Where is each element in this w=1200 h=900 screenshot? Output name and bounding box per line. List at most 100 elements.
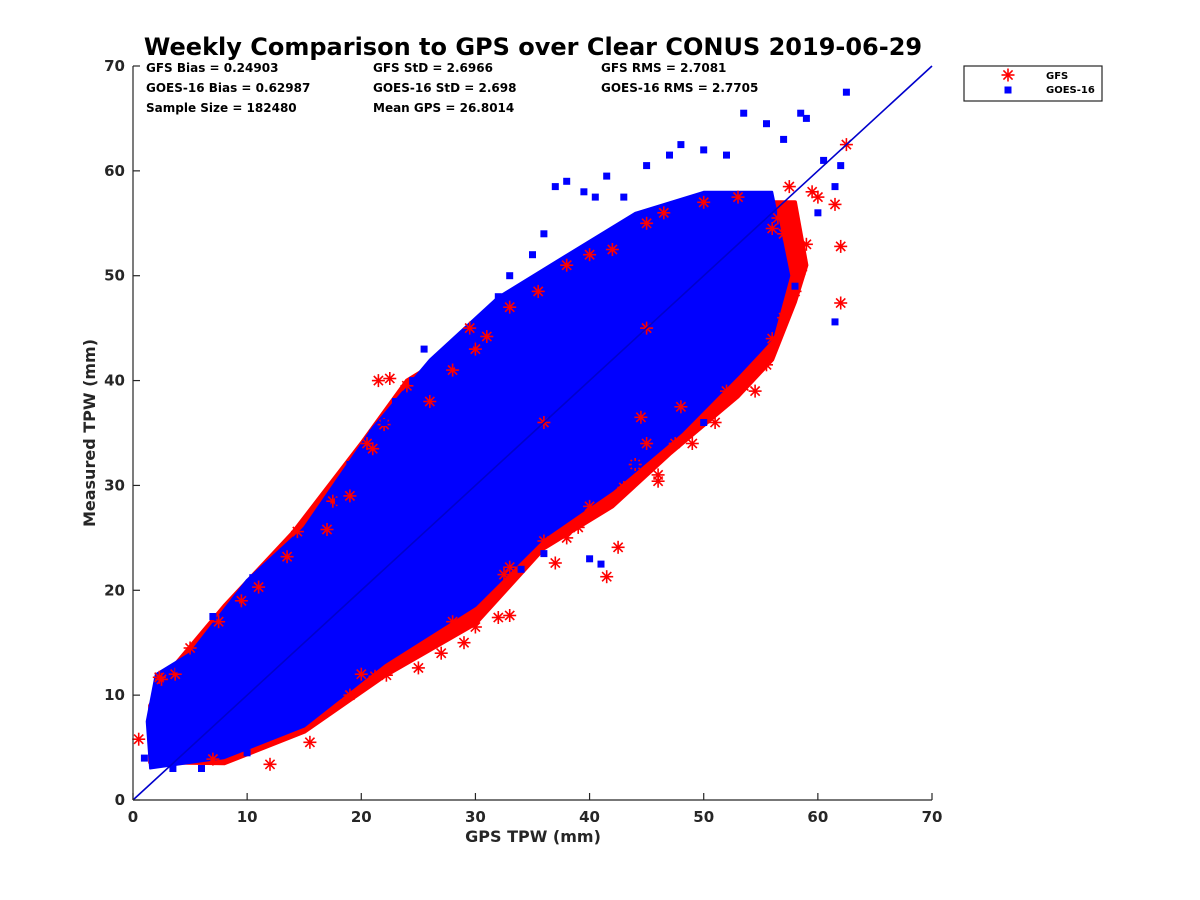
gfs-bias-text: GFS Bias = 0.24903 — [146, 61, 278, 75]
gfs-point-stroke — [504, 302, 515, 313]
gfs-point — [252, 580, 266, 594]
gfs-point — [794, 253, 808, 267]
gfs-point-stroke — [264, 759, 276, 770]
gfs-point-stroke — [373, 375, 384, 386]
gfs-point-stroke — [732, 191, 744, 203]
goes16-point — [300, 712, 308, 720]
gfs-point — [777, 311, 791, 325]
goes16-point — [277, 565, 285, 573]
legend-box — [963, 65, 1103, 102]
gfs-std-text: GFS StD = 2.6966 — [373, 61, 493, 75]
gfs-point-stroke — [253, 581, 264, 593]
goes16-point — [586, 282, 594, 290]
goes16-point — [186, 654, 194, 662]
gfs-point-stroke — [561, 532, 572, 544]
gfs-point-stroke — [464, 322, 475, 334]
gfs-point — [799, 237, 813, 251]
goes16-point — [392, 398, 399, 405]
goes16-point — [791, 282, 799, 290]
goes16-point — [335, 497, 342, 505]
gfs-point-stroke — [812, 191, 824, 203]
goes16-bias-text: GOES-16 Bias = 0.62987 — [146, 81, 310, 95]
gfs-point — [674, 400, 688, 414]
gfs-point — [368, 669, 382, 683]
goes16-point — [494, 293, 502, 301]
mean-gps-text: Mean GPS = 26.8014 — [373, 101, 514, 115]
gfs-point — [782, 297, 796, 311]
legend-gfs-marker — [1001, 68, 1015, 82]
goes16-point — [357, 649, 365, 657]
gfs-point — [731, 190, 745, 204]
gfs-point-stroke — [698, 197, 709, 208]
gfs-point-stroke — [133, 734, 144, 745]
gfs-point-stroke — [795, 265, 806, 276]
gfs-point — [583, 499, 597, 513]
gfs-point — [560, 258, 574, 272]
goes16-point — [620, 193, 628, 201]
gfs-point — [651, 474, 665, 488]
gfs-point — [497, 568, 511, 582]
goes16-point — [517, 565, 525, 573]
goes16-point — [483, 314, 491, 322]
goes16-point — [380, 634, 388, 641]
gfs-point — [280, 550, 294, 564]
goes16-point — [837, 162, 845, 170]
gfs-point-stroke — [801, 239, 812, 250]
legend-gfs-label: GFS — [1046, 71, 1068, 82]
gfs-point — [697, 195, 711, 209]
goes16-point — [209, 613, 217, 620]
gfs-point-stroke — [641, 438, 652, 449]
gfs-point-stroke — [470, 621, 481, 633]
goes16-point — [700, 146, 708, 154]
legend-gfs-symbol — [1001, 68, 1015, 82]
gfs-point-stroke — [498, 569, 510, 580]
gfs-point — [777, 227, 791, 241]
gfs-point — [491, 611, 505, 624]
goes16-point — [466, 340, 474, 348]
y-tick-label: 0 — [115, 791, 125, 809]
gfs-point — [611, 540, 625, 554]
x-tick-label: 0 — [128, 808, 138, 826]
x-axis-label: GPS TPW (mm) — [465, 827, 601, 846]
goes16-point — [797, 109, 805, 117]
goes16-point — [666, 151, 673, 159]
gfs-point — [748, 384, 762, 398]
gfs-point-stroke — [784, 298, 795, 310]
x-tick-label: 60 — [807, 808, 828, 826]
goes16-point — [471, 576, 479, 584]
gfs-point — [720, 384, 733, 398]
gfs-point — [503, 560, 517, 574]
gfs-point — [668, 437, 682, 450]
gfs-point — [290, 525, 304, 539]
goes16-point — [757, 329, 765, 337]
gfs-point — [320, 523, 334, 536]
gfs-point-stroke — [504, 610, 515, 621]
gfs-point-stroke — [584, 501, 595, 512]
goes16-point — [654, 240, 662, 248]
gfs-point-stroke — [538, 535, 550, 547]
goes16-point — [523, 303, 531, 311]
gfs-point-stroke — [384, 373, 395, 384]
gfs-point — [206, 752, 220, 766]
gfs-point-stroke — [612, 542, 624, 553]
gfs-point-stroke — [356, 669, 367, 680]
y-tick-label: 70 — [104, 57, 125, 75]
sample-size-text: Sample Size = 182480 — [146, 101, 297, 115]
gfs-point — [834, 296, 848, 310]
gfs-point-stroke — [447, 616, 458, 627]
gfs-point — [765, 222, 779, 235]
gfs-point — [354, 667, 368, 681]
gfs-point-stroke — [749, 385, 761, 397]
goes16-point — [175, 665, 183, 673]
gfs-point — [760, 350, 773, 363]
gfs-point — [571, 520, 585, 534]
gfs-point-stroke — [835, 241, 846, 252]
gfs-point — [782, 180, 796, 194]
gfs-point-stroke — [795, 254, 806, 266]
gfs-point-stroke — [207, 753, 219, 765]
goes16-point — [163, 681, 171, 689]
goes16-point — [586, 555, 594, 563]
goes16-point — [471, 440, 479, 447]
legend-goes16-label: GOES-16 — [1046, 85, 1095, 96]
gfs-point-stroke — [829, 199, 841, 210]
